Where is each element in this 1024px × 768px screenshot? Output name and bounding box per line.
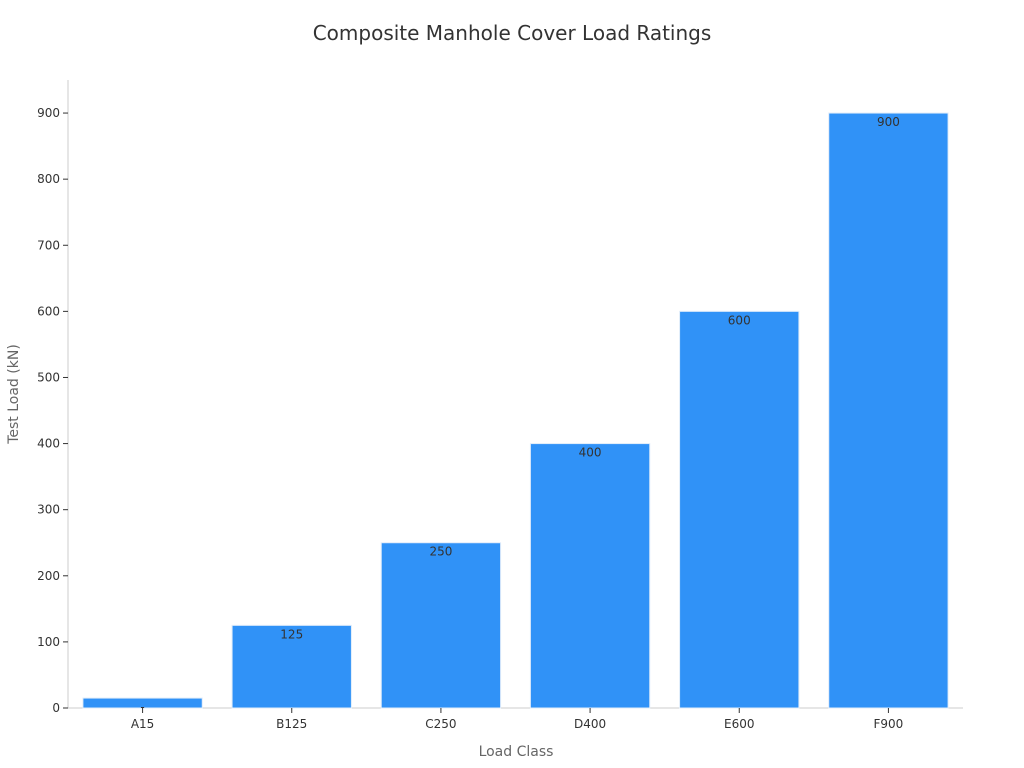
bars-group: - 125 250 400 600 900 xyxy=(82,112,949,714)
y-axis-ticks: 0 100 200 300 400 500 600 700 800 900 xyxy=(37,106,68,715)
bar-value-label: 250 xyxy=(429,545,452,559)
y-tick-label: 200 xyxy=(37,569,60,583)
x-axis-ticks: A15 B125 C250 D400 E600 F900 xyxy=(131,708,903,731)
y-tick-label: 900 xyxy=(37,106,60,120)
x-tick-label: E600 xyxy=(724,717,755,731)
bar-e600 xyxy=(679,310,800,709)
chart-title: Composite Manhole Cover Load Ratings xyxy=(313,21,712,45)
bar-value-label: 125 xyxy=(280,627,303,641)
x-tick-label: C250 xyxy=(425,717,456,731)
y-tick-label: 400 xyxy=(37,437,60,451)
y-tick-label: 800 xyxy=(37,172,60,186)
bar-value-label: - xyxy=(140,700,144,714)
y-tick-label: 700 xyxy=(37,238,60,252)
x-tick-label: A15 xyxy=(131,717,154,731)
bar-f900 xyxy=(828,112,949,709)
x-tick-label: D400 xyxy=(574,717,606,731)
x-tick-label: B125 xyxy=(276,717,307,731)
y-tick-label: 300 xyxy=(37,503,60,517)
bar-value-label: 400 xyxy=(579,446,602,460)
x-tick-label: F900 xyxy=(874,717,904,731)
x-axis-title: Load Class xyxy=(479,744,554,760)
y-tick-label: 600 xyxy=(37,304,60,318)
bar-value-label: 900 xyxy=(877,115,900,129)
bar-d400 xyxy=(529,443,651,709)
y-tick-label: 100 xyxy=(37,635,60,649)
bar-b125 xyxy=(231,624,352,709)
y-tick-label: 0 xyxy=(52,701,60,715)
bar-c250 xyxy=(380,542,502,709)
bar-value-label: 600 xyxy=(728,313,751,327)
y-tick-label: 500 xyxy=(37,370,60,384)
y-axis-title: Test Load (kN) xyxy=(6,344,22,445)
